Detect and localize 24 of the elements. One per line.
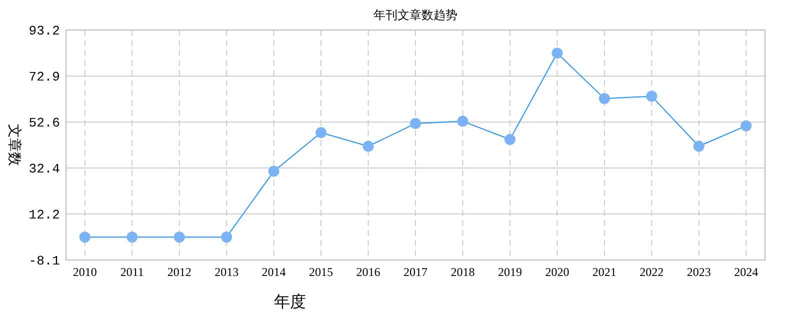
y-tick-label: 93.2 bbox=[28, 24, 60, 39]
y-tick-label: 32.4 bbox=[28, 162, 60, 177]
x-tick-label: 2015 bbox=[309, 265, 334, 279]
x-tick-label: 2017 bbox=[404, 265, 428, 279]
y-tick-label: 52.6 bbox=[28, 116, 60, 131]
y-axis-title: 文章数 bbox=[6, 124, 22, 166]
x-tick-label: 2023 bbox=[686, 265, 711, 279]
x-tick-label: 2018 bbox=[450, 265, 475, 279]
x-tick-label: 2024 bbox=[734, 265, 758, 279]
x-tick-label: 2022 bbox=[640, 265, 664, 279]
y-tick-label: 72.9 bbox=[28, 70, 60, 85]
x-tick-label: 2020 bbox=[545, 265, 570, 279]
x-tick-label: 2016 bbox=[356, 265, 380, 279]
y-tick-label: 12.2 bbox=[28, 207, 60, 222]
chart-title: 年刊文章数趋势 bbox=[374, 8, 458, 22]
x-tick-label: 2011 bbox=[120, 265, 144, 279]
x-tick-label: 2013 bbox=[214, 265, 239, 279]
x-tick-label: 2012 bbox=[167, 265, 192, 279]
x-tick-label: 2021 bbox=[592, 265, 616, 279]
x-tick-label: 2019 bbox=[498, 265, 522, 279]
y-tick-label: -8.1 bbox=[28, 254, 60, 269]
x-axis-title: 年度 bbox=[274, 292, 306, 311]
x-tick-label: 2014 bbox=[262, 265, 286, 279]
x-tick-label: 2010 bbox=[72, 265, 97, 279]
